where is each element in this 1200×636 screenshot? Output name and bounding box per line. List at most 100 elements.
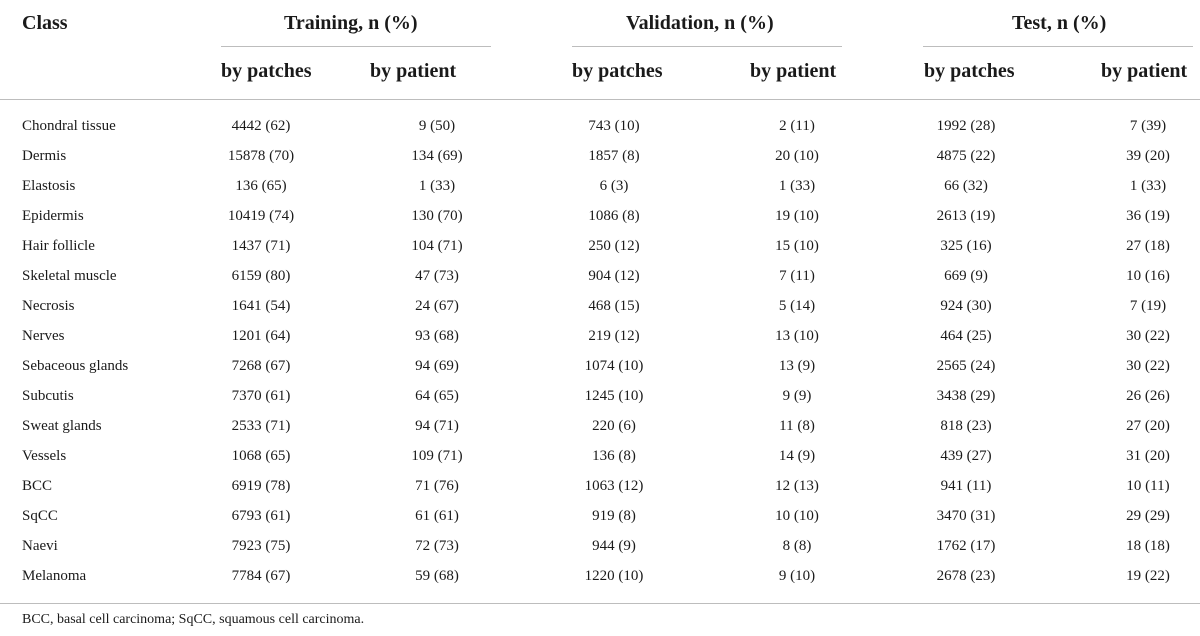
group-underline-test xyxy=(923,46,1193,47)
cell-training-patches: 15878 (70) xyxy=(227,148,295,164)
cell-validation-patient: 12 (13) xyxy=(775,478,819,494)
cell-validation-patches: 1857 (8) xyxy=(588,148,640,164)
table-row: Melanoma 7784 (67) 59 (68) 1220 (10) 9 (10) 2… xyxy=(0,561,1200,591)
cell-class: Elastosis xyxy=(22,178,76,194)
cell-validation-patient: 13 (9) xyxy=(778,358,816,374)
cell-test-patient: 27 (18) xyxy=(1126,238,1170,254)
cell-validation-patches: 219 (12) xyxy=(588,328,640,344)
cell-test-patches: 4875 (22) xyxy=(936,148,996,164)
cell-class: Dermis xyxy=(22,148,67,164)
column-header-test-patches: by patches xyxy=(924,60,1015,82)
cell-test-patient: 10 (11) xyxy=(1126,478,1170,494)
column-header-training-patient: by patient xyxy=(370,60,457,82)
cell-test-patient: 27 (20) xyxy=(1126,418,1170,434)
table-row: SqCC 6793 (61) 61 (61) 919 (8) 10 (10) 3470 (… xyxy=(0,501,1200,531)
cell-class: BCC xyxy=(22,478,53,494)
cell-training-patches: 6159 (80) xyxy=(231,268,291,284)
cell-validation-patient: 9 (9) xyxy=(782,388,812,404)
cell-training-patches: 10419 (74) xyxy=(227,208,295,224)
cell-training-patches: 4442 (62) xyxy=(231,118,291,134)
cell-training-patches: 7268 (67) xyxy=(231,358,291,374)
cell-training-patches: 1201 (64) xyxy=(231,328,291,344)
table-row: Naevi 7923 (75) 72 (73) 944 (9) 8 (8) 1762 (1… xyxy=(0,531,1200,561)
column-group-training: Training, n (%) xyxy=(284,12,418,34)
cell-test-patches: 1992 (28) xyxy=(936,118,996,134)
cell-validation-patient: 11 (8) xyxy=(779,418,815,434)
cell-test-patient: 7 (39) xyxy=(1129,118,1167,134)
table-row: Skeletal muscle 6159 (80) 47 (73) 904 (12) 7… xyxy=(0,261,1200,291)
cell-class: SqCC xyxy=(22,508,58,524)
cell-training-patient: 24 (67) xyxy=(415,298,459,314)
cell-test-patient: 18 (18) xyxy=(1126,538,1170,554)
cell-training-patient: 47 (73) xyxy=(415,268,459,284)
cell-training-patient: 93 (68) xyxy=(415,328,459,344)
cell-validation-patient: 19 (10) xyxy=(775,208,819,224)
table-row: Hair follicle 1437 (71) 104 (71) 250 (12) 15… xyxy=(0,231,1200,261)
cell-training-patches: 6919 (78) xyxy=(231,478,291,494)
cell-validation-patches: 919 (8) xyxy=(592,508,636,524)
cell-training-patches: 7370 (61) xyxy=(231,388,291,404)
cell-test-patient: 36 (19) xyxy=(1126,208,1170,224)
cell-training-patches: 136 (65) xyxy=(235,178,287,194)
cell-class: Hair follicle xyxy=(22,238,95,254)
cell-test-patches: 924 (30) xyxy=(940,298,992,314)
table-row: Subcutis 7370 (61) 64 (65) 1245 (10) 9 (9) 34… xyxy=(0,381,1200,411)
cell-validation-patches: 6 (3) xyxy=(599,178,629,194)
cell-validation-patches: 220 (6) xyxy=(592,418,636,434)
cell-test-patient: 39 (20) xyxy=(1126,148,1170,164)
cell-validation-patient: 13 (10) xyxy=(775,328,819,344)
table-row: Vessels 1068 (65) 109 (71) 136 (8) 14 (9) 439… xyxy=(0,441,1200,471)
column-header-test-patient: by patient xyxy=(1101,60,1188,82)
cell-test-patches: 2613 (19) xyxy=(936,208,996,224)
table-row: Chondral tissue 4442 (62) 9 (50) 743 (10) 2 … xyxy=(0,111,1200,141)
cell-training-patient: 134 (69) xyxy=(411,148,463,164)
cell-test-patches: 2678 (23) xyxy=(936,568,996,584)
cell-class: Sweat glands xyxy=(22,418,102,434)
cell-test-patient: 31 (20) xyxy=(1126,448,1170,464)
group-underline-training xyxy=(221,46,491,47)
table-row: Sweat glands 2533 (71) 94 (71) 220 (6) 11 (8… xyxy=(0,411,1200,441)
cell-class: Nerves xyxy=(22,328,65,344)
table-row: Epidermis 10419 (74) 130 (70) 1086 (8) 19 (1… xyxy=(0,201,1200,231)
cell-class: Necrosis xyxy=(22,298,75,314)
cell-class: Epidermis xyxy=(22,208,84,224)
cell-validation-patches: 944 (9) xyxy=(592,538,636,554)
cell-validation-patient: 9 (10) xyxy=(778,568,816,584)
cell-training-patches: 1437 (71) xyxy=(231,238,291,254)
cell-class: Naevi xyxy=(22,538,58,554)
cell-validation-patient: 5 (14) xyxy=(778,298,816,314)
cell-test-patient: 19 (22) xyxy=(1126,568,1170,584)
cell-validation-patient: 2 (11) xyxy=(779,118,815,134)
cell-class: Chondral tissue xyxy=(22,118,116,134)
column-header-validation-patches: by patches xyxy=(572,60,663,82)
cell-training-patches: 7923 (75) xyxy=(231,538,291,554)
header-bottom-rule xyxy=(0,99,1200,100)
cell-validation-patient: 10 (10) xyxy=(775,508,819,524)
cell-test-patches: 1762 (17) xyxy=(936,538,996,554)
cell-test-patches: 464 (25) xyxy=(940,328,992,344)
cell-class: Vessels xyxy=(22,448,67,464)
cell-validation-patches: 904 (12) xyxy=(588,268,640,284)
cell-validation-patches: 468 (15) xyxy=(588,298,640,314)
cell-test-patient: 10 (16) xyxy=(1126,268,1170,284)
group-underline-validation xyxy=(572,46,842,47)
cell-test-patient: 1 (33) xyxy=(1129,178,1167,194)
column-header-class: Class xyxy=(22,12,68,34)
table-row: Elastosis 136 (65) 1 (33) 6 (3) 1 (33) 66 (32… xyxy=(0,171,1200,201)
cell-training-patient: 94 (69) xyxy=(415,358,459,374)
cell-training-patient: 130 (70) xyxy=(411,208,463,224)
cell-validation-patient: 14 (9) xyxy=(778,448,816,464)
cell-validation-patient: 8 (8) xyxy=(782,538,812,554)
cell-training-patches: 6793 (61) xyxy=(231,508,291,524)
cell-training-patches: 2533 (71) xyxy=(231,418,291,434)
cell-test-patient: 26 (26) xyxy=(1126,388,1170,404)
cell-validation-patient: 7 (11) xyxy=(779,268,815,284)
table-footnote: BCC, basal cell carcinoma; SqCC, squamou… xyxy=(22,612,365,627)
cell-test-patches: 325 (16) xyxy=(940,238,992,254)
column-group-test: Test, n (%) xyxy=(1012,12,1107,34)
cell-class: Sebaceous glands xyxy=(22,358,129,374)
cell-test-patches: 66 (32) xyxy=(944,178,988,194)
cell-test-patches: 818 (23) xyxy=(940,418,992,434)
cell-class: Melanoma xyxy=(22,568,87,584)
cell-test-patient: 30 (22) xyxy=(1126,328,1170,344)
